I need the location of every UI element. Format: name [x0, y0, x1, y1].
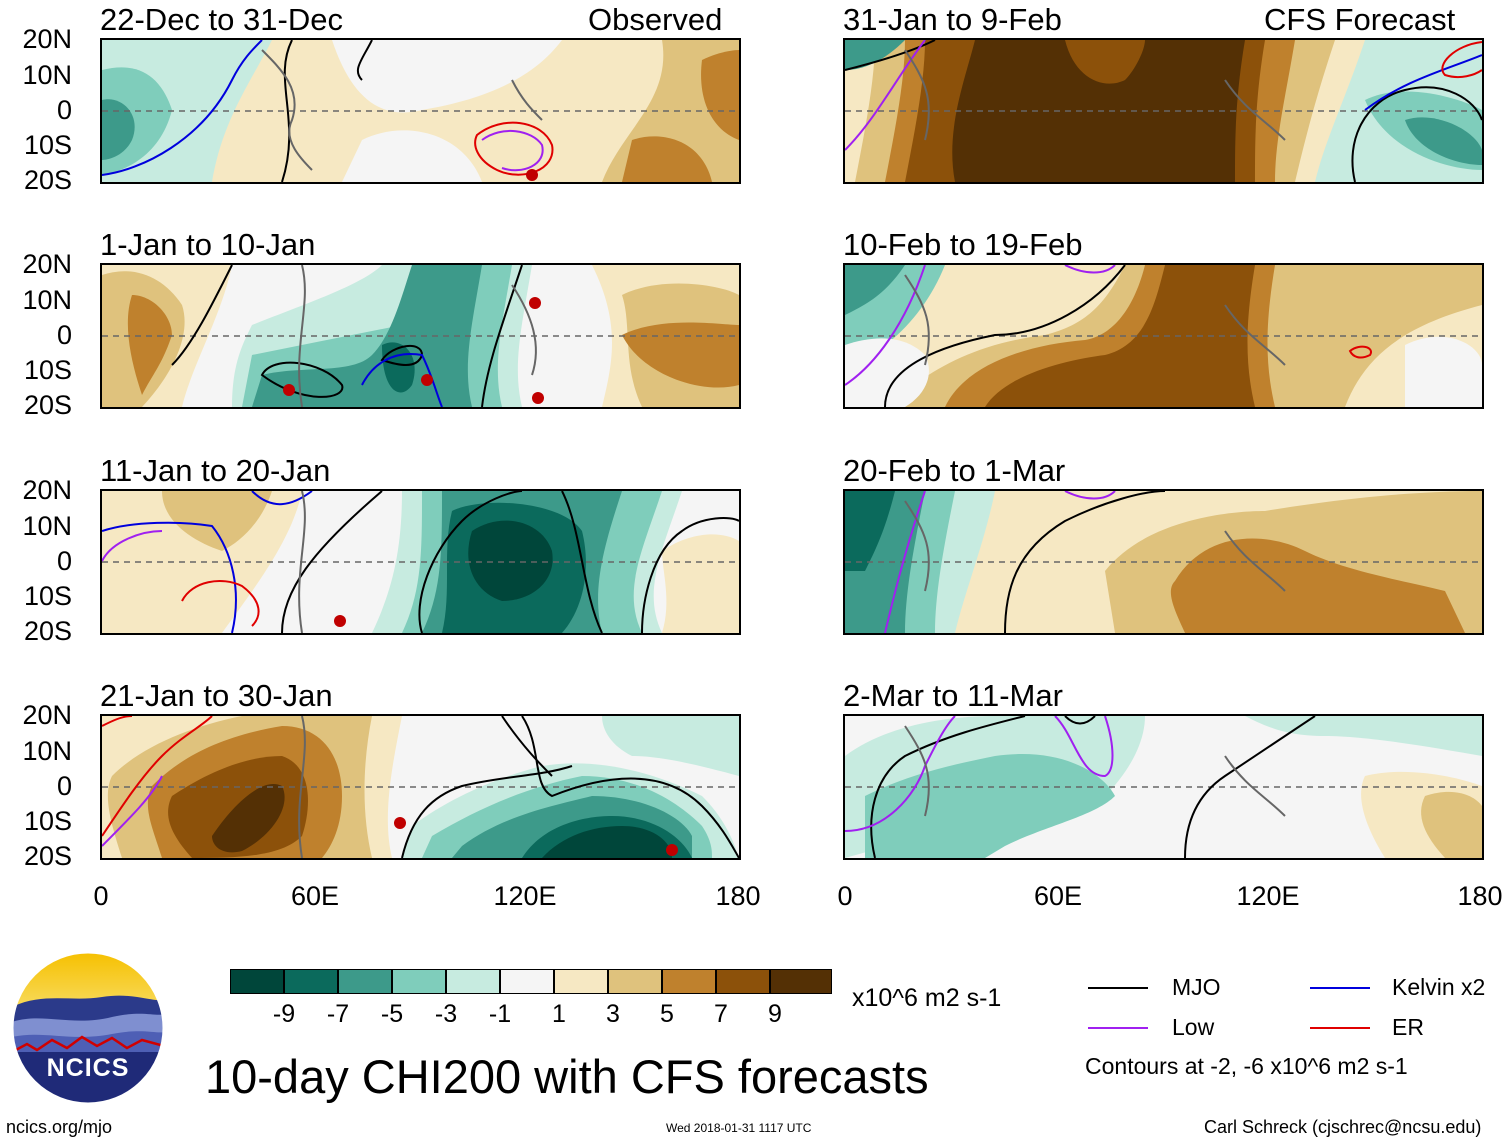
lat-tick: 10S — [23, 355, 72, 385]
panel-title-obs-3: 11-Jan to 20-Jan — [100, 453, 331, 488]
panel-title-obs-4: 21-Jan to 30-Jan — [100, 678, 333, 713]
map-panel-obs-1 — [100, 38, 741, 184]
lat-tick: 20S — [23, 165, 72, 195]
legend-line-er — [1310, 1027, 1370, 1029]
map-panel-fcst-4 — [843, 714, 1484, 860]
map-panel-obs-3 — [100, 489, 741, 635]
colorbar-label: 1 — [552, 1000, 566, 1028]
colorbar-box — [230, 969, 284, 994]
lat-tick: 10N — [22, 736, 72, 766]
lat-tick: 20S — [23, 390, 72, 420]
colorbar-label: -1 — [488, 1000, 512, 1028]
legend-label-low: Low — [1172, 1014, 1215, 1040]
lat-tick: 0 — [56, 546, 72, 576]
lat-tick: 20N — [22, 475, 72, 505]
storm-marker-icon — [421, 374, 433, 386]
lat-tick: 10S — [23, 130, 72, 160]
lat-tick: 20S — [23, 841, 72, 871]
panel-title-fcst-1: 31-Jan to 9-Feb — [843, 2, 1062, 37]
forecast-label: CFS Forecast — [1264, 2, 1456, 37]
lat-tick: 10S — [23, 806, 72, 836]
colorbar-box — [770, 969, 832, 994]
colorbar-label: 5 — [660, 1000, 674, 1028]
panel-title-obs-2: 1-Jan to 10-Jan — [100, 227, 316, 262]
panel-title-obs-1: 22-Dec to 31-Dec — [100, 2, 343, 37]
storm-marker-icon — [283, 384, 295, 396]
colorbar-label: -5 — [380, 1000, 404, 1028]
lat-tick: 10N — [22, 60, 72, 90]
map-panel-obs-2 — [100, 263, 741, 409]
legend-line-mjo — [1088, 987, 1148, 989]
lon-tick: 180 — [1457, 881, 1503, 911]
colorbar-box — [284, 969, 338, 994]
footer-url: ncics.org/mjo — [6, 1117, 113, 1137]
colorbar-units: x10^6 m2 s-1 — [852, 984, 1002, 1012]
ncics-logo: NCICS — [12, 952, 164, 1104]
lat-tick: 10S — [23, 581, 72, 611]
footer-timestamp: Wed 2018-01-31 1117 UTC — [666, 1121, 812, 1135]
lat-tick: 20N — [22, 249, 72, 279]
lon-tick: 120E — [493, 881, 557, 911]
footer-credit: Carl Schreck (cjschrec@ncsu.edu) — [1204, 1117, 1482, 1137]
colorbar-box — [716, 969, 770, 994]
colorbar-label: -7 — [326, 1000, 350, 1028]
lat-tick: 0 — [56, 95, 72, 125]
panel-title-fcst-3: 20-Feb to 1-Mar — [843, 453, 1066, 488]
legend-label-er: ER — [1392, 1014, 1424, 1040]
lon-tick: 0 — [93, 881, 109, 911]
colorbar-box — [392, 969, 446, 994]
colorbar-box — [554, 969, 608, 994]
colorbar-label: 9 — [768, 1000, 782, 1028]
colorbar-box — [338, 969, 392, 994]
lat-tick: 20S — [23, 616, 72, 646]
legend-label-mjo: MJO — [1172, 974, 1221, 1000]
lon-tick: 60E — [1033, 881, 1083, 911]
logo-text: NCICS — [46, 1054, 130, 1082]
colorbar-label: 7 — [714, 1000, 728, 1028]
lat-tick: 20N — [22, 24, 72, 54]
colorbar-box — [608, 969, 662, 994]
lon-tick: 180 — [715, 881, 761, 911]
lat-tick: 10N — [22, 511, 72, 541]
storm-marker-icon — [334, 615, 346, 627]
map-panel-obs-4 — [100, 714, 741, 860]
lon-tick: 0 — [837, 881, 853, 911]
legend-label-kelvin: Kelvin x2 — [1392, 974, 1486, 1000]
main-title: 10-day CHI200 with CFS forecasts — [205, 1050, 929, 1103]
legend-line-low — [1088, 1027, 1148, 1029]
map-panel-fcst-2 — [843, 263, 1484, 409]
map-panel-fcst-1 — [843, 38, 1484, 184]
colorbar-box — [662, 969, 716, 994]
storm-marker-icon — [529, 297, 541, 309]
observed-label: Observed — [588, 2, 723, 37]
lat-tick: 20N — [22, 700, 72, 730]
storm-marker-icon — [394, 817, 406, 829]
storm-marker-icon — [532, 392, 544, 404]
storm-marker-icon — [526, 169, 538, 181]
colorbar-box — [446, 969, 500, 994]
contours-note: Contours at -2, -6 x10^6 m2 s-1 — [1085, 1053, 1408, 1079]
colorbar-label: -9 — [272, 1000, 296, 1028]
lat-tick: 0 — [56, 771, 72, 801]
panel-title-fcst-2: 10-Feb to 19-Feb — [843, 227, 1083, 262]
lat-tick: 10N — [22, 285, 72, 315]
panel-title-fcst-4: 2-Mar to 11-Mar — [843, 678, 1063, 713]
map-panel-fcst-3 — [843, 489, 1484, 635]
lat-tick: 0 — [56, 320, 72, 350]
lon-tick: 60E — [290, 881, 340, 911]
storm-marker-icon — [666, 844, 678, 856]
colorbar-label: -3 — [434, 1000, 458, 1028]
colorbar-label: 3 — [606, 1000, 620, 1028]
legend-line-kelvin — [1310, 987, 1370, 989]
colorbar-box — [500, 969, 554, 994]
lon-tick: 120E — [1236, 881, 1300, 911]
